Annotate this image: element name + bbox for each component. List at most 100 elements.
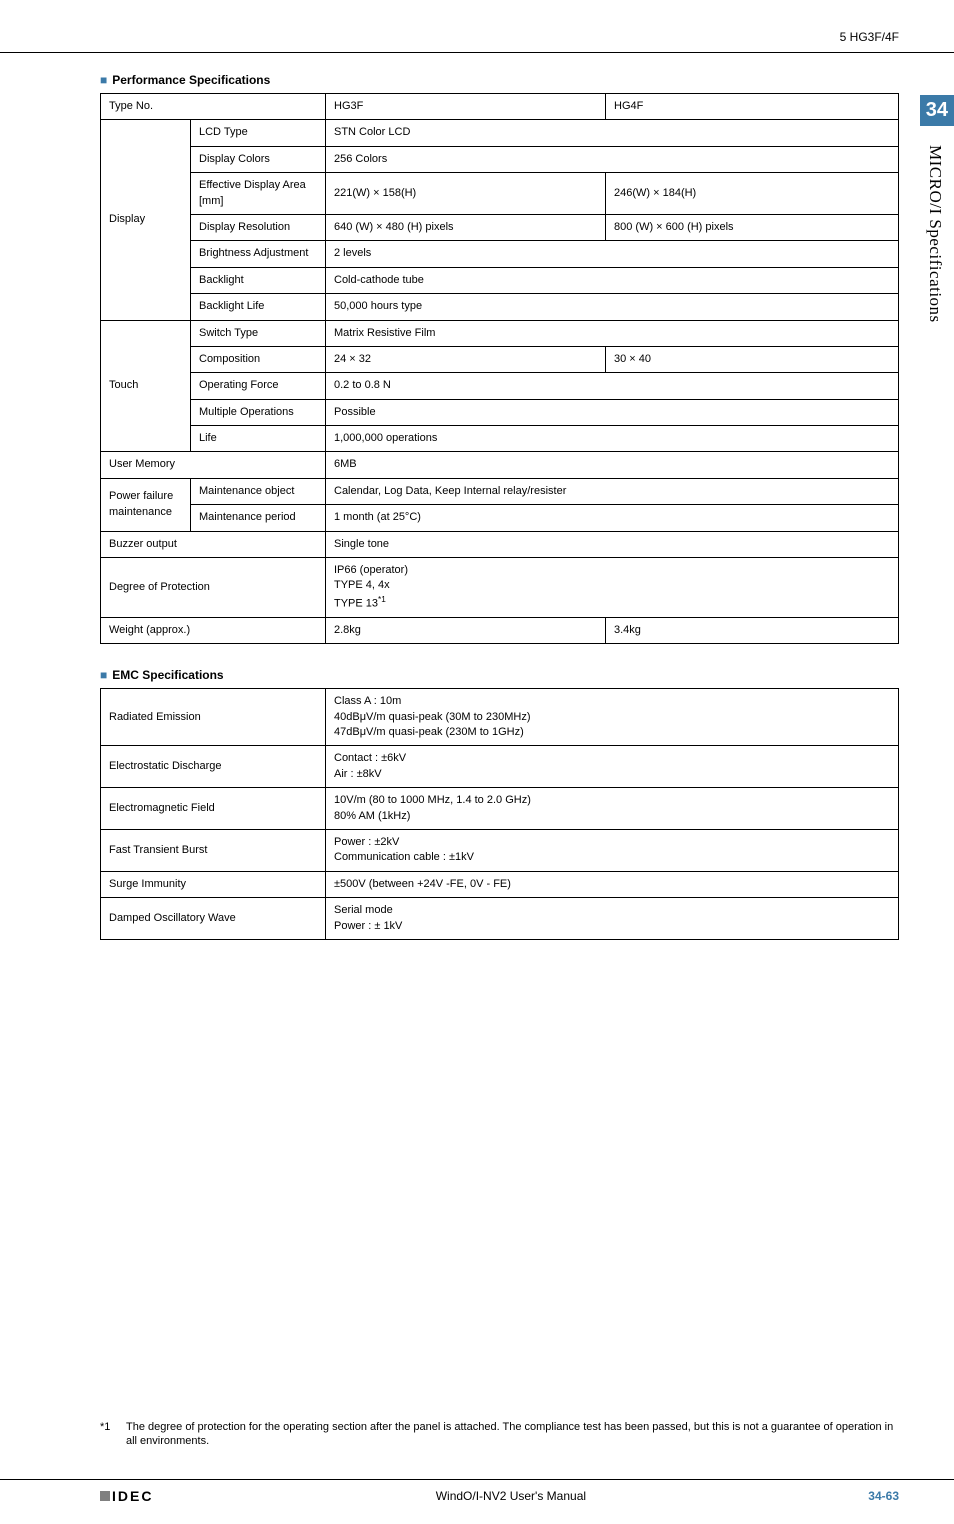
cell-composition-label: Composition (191, 346, 326, 372)
cell-weight-label: Weight (approx.) (101, 617, 326, 643)
rad-l1: Class A : 10m (334, 695, 401, 707)
cell-backlight-label: Backlight (191, 267, 326, 293)
table-row: Life 1,000,000 operations (101, 426, 899, 452)
cell-res-hg4f: 800 (W) × 600 (H) pixels (606, 214, 899, 240)
footnote-region: *1 The degree of protection for the oper… (0, 1420, 954, 1449)
cell-emf-label: Electromagnetic Field (101, 788, 326, 830)
table-row: Power failure maintenance Maintenance ob… (101, 478, 899, 504)
table-row: Backlight Life 50,000 hours type (101, 294, 899, 320)
cell-buzzer-val: Single tone (326, 531, 899, 557)
footer-brand: IDEC (100, 1488, 153, 1504)
cell-pfm-label: Power failure maintenance (101, 478, 191, 531)
table-row: Damped Oscillatory Wave Serial mode Powe… (101, 898, 899, 940)
esd-l1: Contact : ±6kV (334, 752, 406, 764)
rad-l2: 40dBμV/m quasi-peak (30M to 230MHz) (334, 711, 530, 723)
cell-maintperiod-val: 1 month (at 25°C) (326, 505, 899, 531)
table-row: Type No. HG3F HG4F (101, 94, 899, 120)
emc-heading: ■ EMC Specifications (100, 668, 899, 682)
cell-eff-area-hg3f: 221(W) × 158(H) (326, 173, 606, 215)
cell-ftb-label: Fast Transient Burst (101, 829, 326, 871)
table-row: Fast Transient Burst Power : ±2kV Commun… (101, 829, 899, 871)
perf-table: Type No. HG3F HG4F Display LCD Type STN … (100, 93, 899, 644)
cell-usermem-val: 6MB (326, 452, 899, 478)
table-row: Display LCD Type STN Color LCD (101, 120, 899, 146)
cell-multiops-val: Possible (326, 399, 899, 425)
footnote-mark: *1 (100, 1420, 126, 1449)
cell-eff-area-hg4f: 246(W) × 184(H) (606, 173, 899, 215)
protection-l3b: *1 (378, 595, 386, 604)
cell-res-label: Display Resolution (191, 214, 326, 240)
cell-surge-label: Surge Immunity (101, 871, 326, 897)
cell-composition-hg4f: 30 × 40 (606, 346, 899, 372)
cell-life-val: 1,000,000 operations (326, 426, 899, 452)
cell-maintperiod-label: Maintenance period (191, 505, 326, 531)
table-row: Display Resolution 640 (W) × 480 (H) pix… (101, 214, 899, 240)
rad-l3: 47dBμV/m quasi-peak (230M to 1GHz) (334, 726, 524, 738)
cell-eff-area-label: Effective Display Area [mm] (191, 173, 326, 215)
footer-page: 34-63 (868, 1489, 899, 1503)
footnote: *1 The degree of protection for the oper… (100, 1420, 899, 1449)
cell-lcd-type-val: STN Color LCD (326, 120, 899, 146)
table-row: Composition 24 × 32 30 × 40 (101, 346, 899, 372)
cell-disp-colors-val: 256 Colors (326, 146, 899, 172)
brand-square-icon (100, 1491, 110, 1501)
page-footer: IDEC WindO/I-NV2 User's Manual 34-63 (0, 1479, 954, 1524)
protection-l2: TYPE 4, 4x (334, 579, 390, 591)
cell-opforce-val: 0.2 to 0.8 N (326, 373, 899, 399)
table-row: Weight (approx.) 2.8kg 3.4kg (101, 617, 899, 643)
esd-l2: Air : ±8kV (334, 768, 382, 780)
breadcrumb: 5 HG3F/4F (840, 30, 899, 44)
cell-esd-val: Contact : ±6kV Air : ±8kV (326, 746, 899, 788)
cell-ftb-val: Power : ±2kV Communication cable : ±1kV (326, 829, 899, 871)
table-row: Effective Display Area [mm] 221(W) × 158… (101, 173, 899, 215)
cell-protection-label: Degree of Protection (101, 558, 326, 618)
cell-brightness-val: 2 levels (326, 241, 899, 267)
table-row: User Memory 6MB (101, 452, 899, 478)
table-row: Electromagnetic Field 10V/m (80 to 1000 … (101, 788, 899, 830)
chapter-tab: 34 (920, 95, 954, 126)
cell-switch-type-val: Matrix Resistive Film (326, 320, 899, 346)
cell-display-label: Display (101, 120, 191, 320)
table-row: Multiple Operations Possible (101, 399, 899, 425)
emf-l1: 10V/m (80 to 1000 MHz, 1.4 to 2.0 GHz) (334, 794, 531, 806)
main-content: ■Performance Specifications Type No. HG3… (0, 53, 954, 940)
dow-l1: Serial mode (334, 904, 393, 916)
emc-heading-text: EMC Specifications (112, 668, 223, 682)
ftb-l1: Power : ±2kV (334, 836, 399, 848)
cell-maintobj-label: Maintenance object (191, 478, 326, 504)
cell-life-label: Life (191, 426, 326, 452)
square-bullet-icon: ■ (100, 668, 107, 682)
side-section-label: MICRO/I Specifications (925, 145, 945, 323)
cell-composition-hg3f: 24 × 32 (326, 346, 606, 372)
cell-multiops-label: Multiple Operations (191, 399, 326, 425)
footnote-text: The degree of protection for the operati… (126, 1420, 899, 1449)
cell-protection-val: IP66 (operator) TYPE 4, 4x TYPE 13*1 (326, 558, 899, 618)
table-row: Electrostatic Discharge Contact : ±6kV A… (101, 746, 899, 788)
cell-lcd-type-label: LCD Type (191, 120, 326, 146)
cell-type-no-label: Type No. (101, 94, 326, 120)
table-row: Backlight Cold-cathode tube (101, 267, 899, 293)
cell-dow-val: Serial mode Power : ± 1kV (326, 898, 899, 940)
ftb-l2: Communication cable : ±1kV (334, 851, 474, 863)
brand-text: IDEC (112, 1488, 153, 1504)
cell-disp-colors-label: Display Colors (191, 146, 326, 172)
cell-rad-val: Class A : 10m 40dBμV/m quasi-peak (30M t… (326, 689, 899, 746)
protection-l1: IP66 (operator) (334, 564, 408, 576)
cell-touch-label: Touch (101, 320, 191, 452)
cell-surge-val: ±500V (between +24V -FE, 0V - FE) (326, 871, 899, 897)
dow-l2: Power : ± 1kV (334, 920, 402, 932)
square-bullet-icon: ■ (100, 73, 107, 87)
cell-esd-label: Electrostatic Discharge (101, 746, 326, 788)
table-row: Operating Force 0.2 to 0.8 N (101, 373, 899, 399)
table-row: Brightness Adjustment 2 levels (101, 241, 899, 267)
perf-heading: ■Performance Specifications (100, 73, 899, 87)
cell-maintobj-val: Calendar, Log Data, Keep Internal relay/… (326, 478, 899, 504)
cell-weight-hg4f: 3.4kg (606, 617, 899, 643)
page-header: 5 HG3F/4F (0, 0, 954, 53)
table-row: Display Colors 256 Colors (101, 146, 899, 172)
table-row: Buzzer output Single tone (101, 531, 899, 557)
cell-switch-type-label: Switch Type (191, 320, 326, 346)
emc-table: Radiated Emission Class A : 10m 40dBμV/m… (100, 688, 899, 940)
cell-type-hg3f: HG3F (326, 94, 606, 120)
table-row: Touch Switch Type Matrix Resistive Film (101, 320, 899, 346)
